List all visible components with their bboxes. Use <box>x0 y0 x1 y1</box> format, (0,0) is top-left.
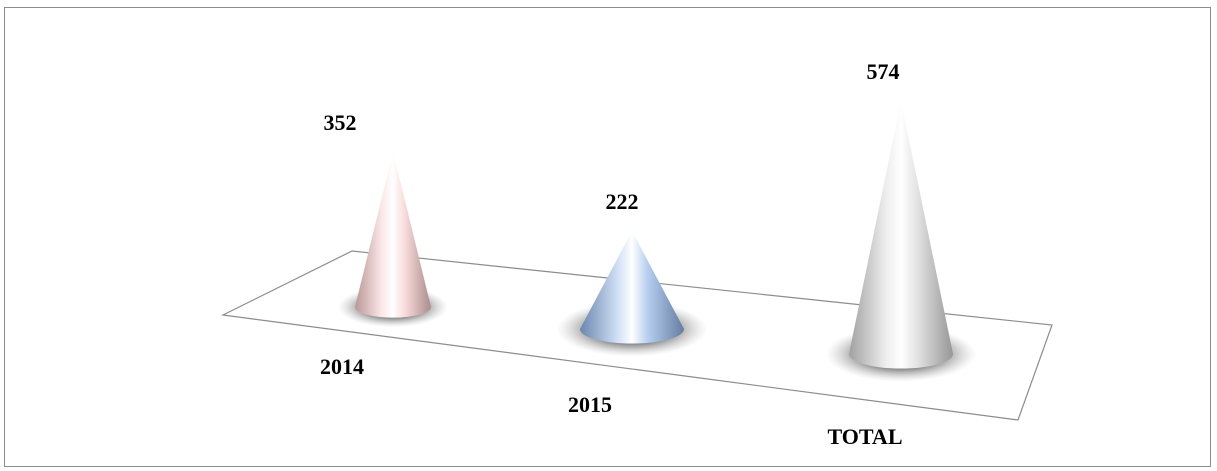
category-label-total: TOTAL <box>828 424 903 449</box>
data-label-total: 574 <box>867 59 900 84</box>
data-label-2014: 352 <box>324 110 357 135</box>
cone-bar-2014 <box>355 151 431 318</box>
cone-layer <box>355 100 953 369</box>
label-layer: 352 2014 222 2015 574 TOTAL <box>320 59 903 449</box>
data-label-2015: 222 <box>606 189 639 214</box>
cone-bar-total <box>849 100 953 369</box>
cone-bar-2015 <box>580 231 684 344</box>
chart-plot: 352 2014 222 2015 574 TOTAL <box>220 59 1053 449</box>
category-label-2014: 2014 <box>320 354 364 379</box>
category-label-2015: 2015 <box>568 392 612 417</box>
chart-frame: 352 2014 222 2015 574 TOTAL <box>4 7 1211 467</box>
